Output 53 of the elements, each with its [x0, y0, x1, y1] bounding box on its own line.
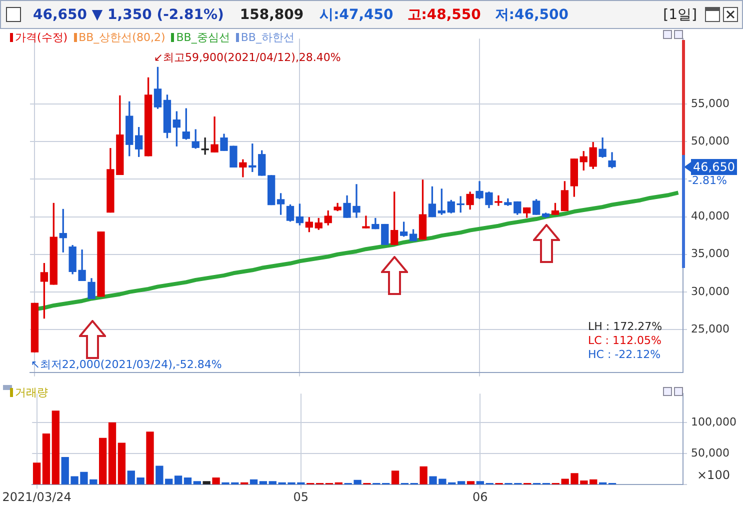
text: 저:46,500	[494, 6, 569, 24]
annotation: BB_하한선	[240, 31, 294, 44]
chart-subtitle: 158,809	[240, 6, 304, 22]
y-tick-label: 55,000	[691, 96, 730, 110]
legend-label: 가격(수정)	[15, 31, 68, 44]
bar	[457, 481, 466, 484]
bar	[42, 434, 50, 484]
text: 46,650	[691, 158, 737, 175]
y-tick-label: 50,000	[691, 134, 730, 148]
annotation: LC : 112.05%	[588, 334, 662, 347]
candlestick	[210, 116, 218, 152]
y-tick-label: 30,000	[691, 284, 730, 298]
x-tick-label: 06	[472, 490, 488, 504]
bar	[193, 481, 201, 484]
bar	[32, 462, 41, 484]
bar	[118, 442, 126, 484]
chart-title: 46,650 ▼ 1,350 (-2.81%)	[33, 6, 224, 22]
bar	[476, 481, 484, 484]
annotation: HC : -22.12%	[588, 348, 661, 361]
bar	[174, 476, 182, 484]
annotation: BB_중심선	[176, 31, 230, 44]
y-tick-label: 100,000	[691, 416, 736, 429]
y-tick-label: 50,000	[691, 446, 730, 460]
candlestick	[494, 195, 502, 206]
annotation: LH : 172.27%	[588, 320, 662, 333]
text: 고:48,550	[407, 6, 481, 24]
bar	[466, 481, 475, 484]
bar	[202, 481, 210, 484]
y-tick-label: 40,000	[691, 210, 730, 223]
text: [1일]	[663, 6, 697, 24]
bar	[108, 422, 116, 484]
text: 시:47,450	[320, 6, 394, 24]
x-tick-label: 05	[293, 490, 309, 504]
bar	[250, 479, 258, 484]
candlestick	[362, 216, 370, 228]
y-tick-label: 25,000	[691, 322, 730, 336]
bar	[212, 477, 220, 484]
series-label: 거래량	[15, 386, 48, 399]
annotation: ↙최고59,900(2021/04/12),28.40%	[154, 50, 341, 66]
annotation: ↖최저22,000(2021/03/24),-52.84%	[30, 357, 222, 372]
y-axis-title: ×100	[697, 468, 730, 482]
bar	[259, 481, 268, 484]
text: -2.81%	[688, 174, 727, 187]
y-tick-label: 35,000	[691, 247, 730, 260]
bar	[420, 466, 428, 484]
bar	[99, 438, 107, 484]
candlestick	[201, 138, 209, 155]
bar	[52, 410, 60, 484]
bar	[146, 432, 154, 484]
x-tick-label: 2021/03/24	[2, 490, 72, 504]
annotation: BB_상한선(80,2)	[78, 31, 166, 44]
bar	[184, 477, 192, 484]
bar	[391, 470, 400, 484]
